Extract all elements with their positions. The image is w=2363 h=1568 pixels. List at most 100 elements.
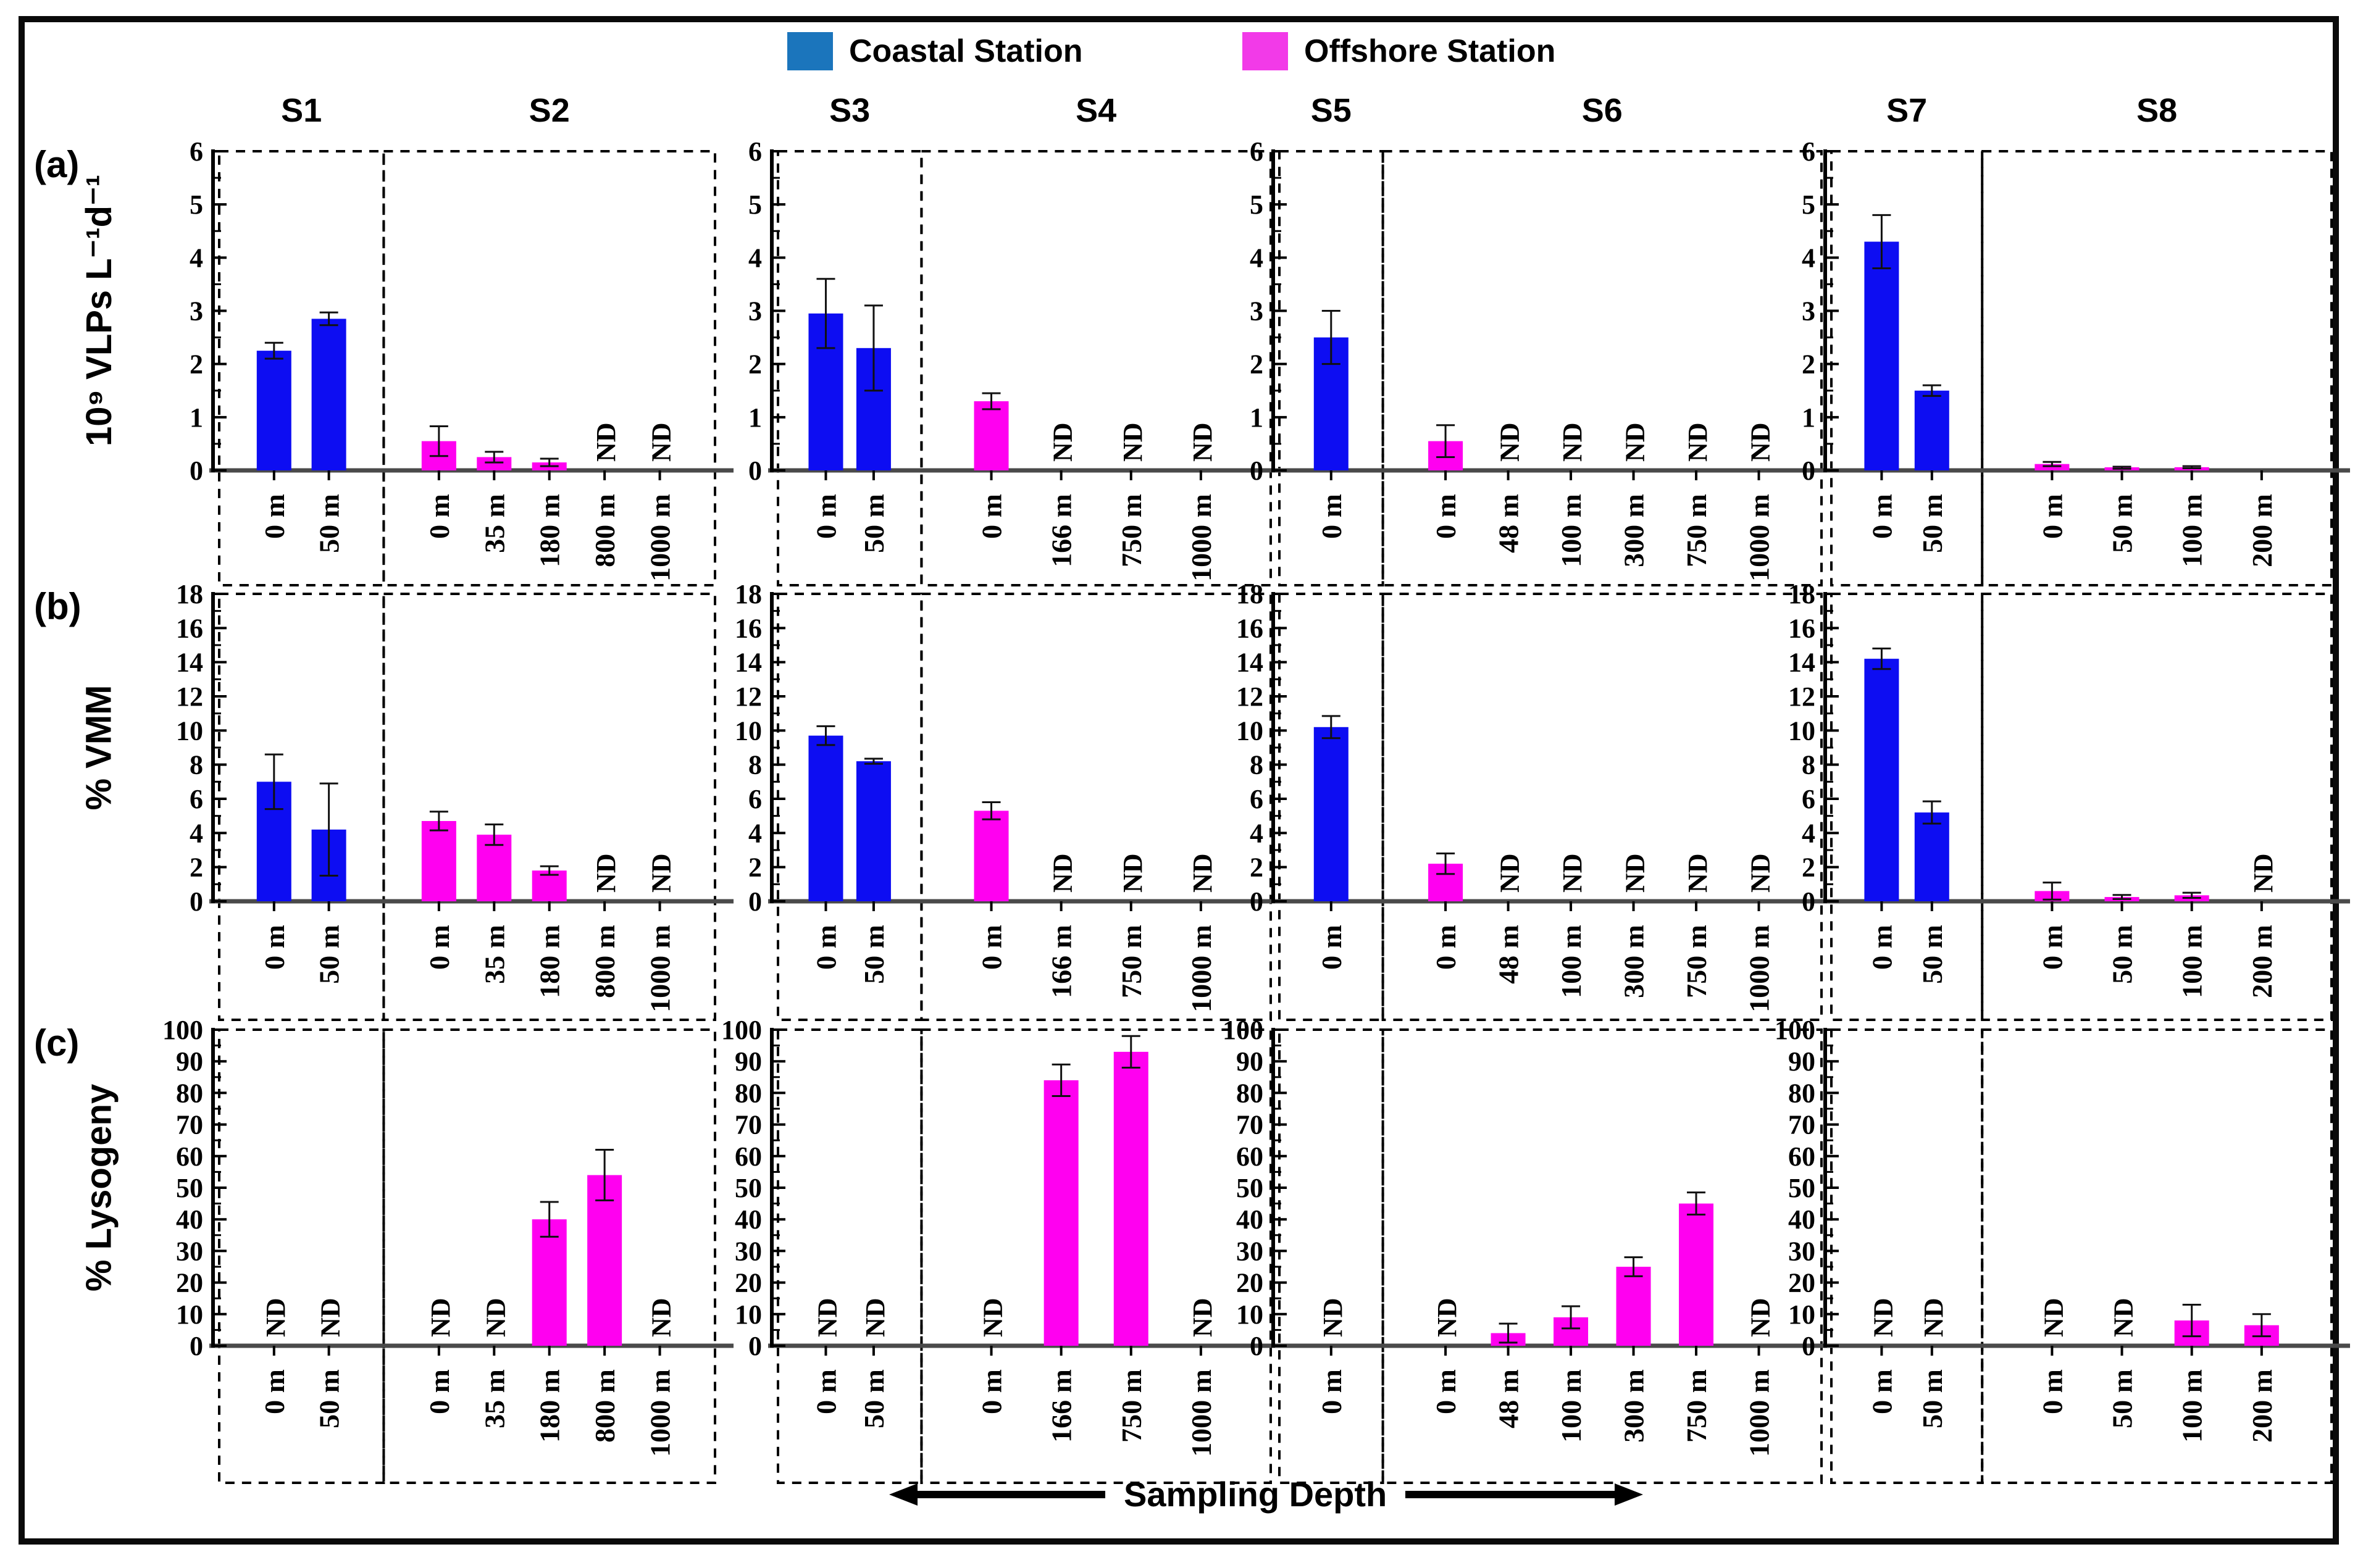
nd-label: ND bbox=[1187, 853, 1218, 893]
y-tick-label: 14 bbox=[735, 648, 762, 678]
depth-label: 750 m bbox=[1116, 494, 1147, 567]
depth-label: 200 m bbox=[2246, 1369, 2278, 1443]
y-tick-label: 12 bbox=[1236, 682, 1263, 712]
y-tick-label: 12 bbox=[735, 682, 762, 712]
depth-label: 0 m bbox=[810, 925, 842, 970]
bar-S2-0m bbox=[421, 820, 456, 901]
nd-label: ND bbox=[1048, 422, 1078, 462]
depth-label: 0 m bbox=[2036, 925, 2068, 970]
station-label-S1: S1 bbox=[281, 92, 322, 129]
depth-label: 0 m bbox=[424, 925, 455, 970]
depth-label: 200 m bbox=[2246, 925, 2278, 998]
y-tick-label: 4 bbox=[748, 818, 762, 848]
legend-item-coastal: Coastal Station bbox=[787, 32, 1083, 70]
depth-label: 0 m bbox=[2036, 494, 2068, 539]
y-tick-label: 60 bbox=[1236, 1141, 1263, 1172]
y-tick-label: 60 bbox=[1788, 1141, 1815, 1172]
nd-label: ND bbox=[1048, 853, 1078, 893]
station-dashed-box bbox=[1278, 1028, 1384, 1484]
station-dashed-box bbox=[920, 1028, 1272, 1484]
right-arrow-icon bbox=[1405, 1483, 1644, 1506]
depth-label: 0 m bbox=[1430, 1369, 1462, 1414]
y-tick-label: 4 bbox=[1250, 243, 1263, 273]
y-tick-label: 0 bbox=[1250, 886, 1263, 917]
bar-S2-180m bbox=[532, 1219, 567, 1346]
y-tick-label: 90 bbox=[176, 1046, 203, 1077]
depth-label: 50 m bbox=[1917, 1369, 1948, 1428]
nd-label: ND bbox=[1746, 1298, 1776, 1337]
depth-label: 0 m bbox=[1316, 1369, 1347, 1414]
y-tick-label: 6 bbox=[1250, 784, 1263, 814]
station-dashed-box bbox=[382, 593, 716, 1021]
station-dashed-box bbox=[1830, 150, 1984, 586]
bar-S6-750m bbox=[1679, 1203, 1714, 1346]
y-tick-label: 4 bbox=[190, 818, 203, 848]
y-tick-label: 70 bbox=[735, 1110, 762, 1140]
bar-S4-166m bbox=[1043, 1080, 1079, 1346]
bar-S4-0m bbox=[974, 811, 1009, 901]
y-tick-label: 10 bbox=[1788, 1299, 1815, 1330]
nd-label: ND bbox=[480, 1298, 511, 1337]
y-tick-label: 60 bbox=[735, 1141, 762, 1172]
y-tick-label: 8 bbox=[748, 750, 762, 780]
depth-label: 1000 m bbox=[1186, 494, 1217, 582]
y-tick-label: 30 bbox=[1236, 1236, 1263, 1266]
nd-label: ND bbox=[1495, 422, 1525, 462]
nd-label: ND bbox=[1746, 422, 1776, 462]
y-tick-label: 2 bbox=[748, 853, 762, 883]
depth-label: 0 m bbox=[1430, 925, 1462, 970]
y-tick-label: 0 bbox=[748, 886, 762, 917]
depth-label: 48 m bbox=[1493, 1369, 1524, 1428]
station-dashed-box bbox=[920, 593, 1272, 1021]
y-tick-label: 16 bbox=[176, 613, 203, 643]
depth-label: 1000 m bbox=[1744, 1369, 1775, 1457]
y-tick-label: 100 bbox=[721, 1015, 762, 1045]
y-tick-label: 5 bbox=[1250, 190, 1263, 220]
depth-label: 48 m bbox=[1493, 925, 1524, 984]
nd-label: ND bbox=[1557, 853, 1587, 893]
sampling-depth-caption: Sampling Depth bbox=[889, 1474, 1644, 1514]
y-tick-label: 6 bbox=[1802, 136, 1815, 167]
y-tick-label: 60 bbox=[176, 1141, 203, 1172]
bar-S4-0m bbox=[974, 401, 1009, 470]
y-tick-label: 6 bbox=[190, 136, 203, 167]
y-tick-label: 50 bbox=[735, 1173, 762, 1203]
depth-label: 35 m bbox=[479, 1369, 510, 1428]
bar-S4-750m bbox=[1113, 1051, 1148, 1346]
station-dashed-box bbox=[920, 150, 1272, 586]
depth-label: 50 m bbox=[2107, 925, 2138, 984]
station-dashed-box bbox=[1381, 150, 1823, 586]
y-tick-label: 40 bbox=[1236, 1204, 1263, 1235]
depth-label: 0 m bbox=[424, 494, 455, 539]
figure-border bbox=[19, 16, 2339, 1545]
station-dashed-box bbox=[1381, 1028, 1823, 1484]
y-tick-label: 2 bbox=[190, 349, 203, 380]
depth-label: 0 m bbox=[1866, 925, 1897, 970]
y-tick-label: 8 bbox=[1802, 750, 1815, 780]
y-tick-label: 0 bbox=[190, 1331, 203, 1361]
y-tick-label: 18 bbox=[1788, 579, 1815, 609]
y-tick-label: 0 bbox=[1802, 1331, 1815, 1361]
depth-label: 50 m bbox=[314, 494, 345, 553]
y-tick-label: 14 bbox=[176, 648, 203, 678]
depth-label: 0 m bbox=[976, 1369, 1008, 1414]
y-tick-label: 6 bbox=[748, 136, 762, 167]
depth-label: 50 m bbox=[858, 494, 890, 553]
left-arrow-icon bbox=[889, 1483, 1105, 1506]
bar-S7-0m bbox=[1864, 659, 1899, 901]
y-tick-label: 20 bbox=[1236, 1268, 1263, 1298]
depth-label: 1000 m bbox=[1186, 1369, 1217, 1457]
y-tick-label: 0 bbox=[1802, 456, 1815, 486]
y-tick-label: 5 bbox=[1802, 190, 1815, 220]
station-label-S2: S2 bbox=[529, 92, 570, 129]
panel-letter-b: (b) bbox=[34, 586, 82, 627]
y-tick-label: 2 bbox=[1250, 349, 1263, 380]
nd-label: ND bbox=[1118, 422, 1148, 462]
y-tick-label: 4 bbox=[1802, 818, 1815, 848]
depth-label: 100 m bbox=[2177, 1369, 2208, 1443]
